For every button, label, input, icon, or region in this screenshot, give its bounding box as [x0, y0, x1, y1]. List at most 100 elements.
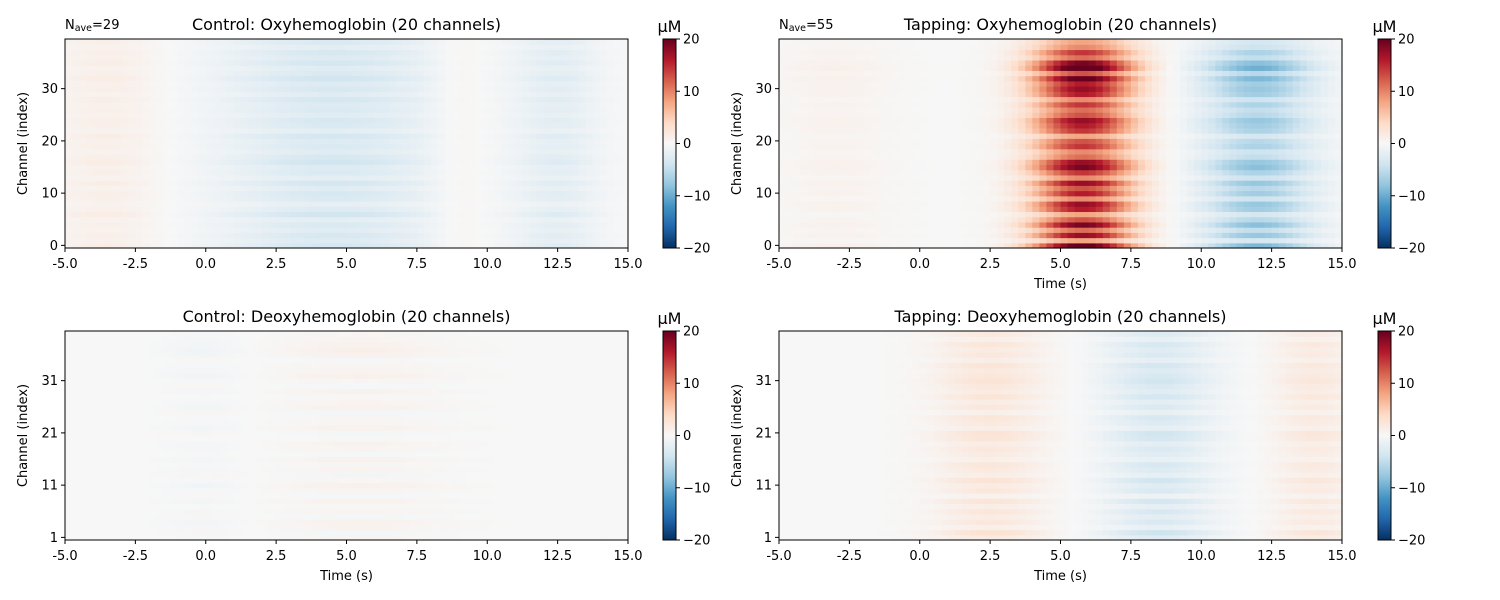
heatmap-cell — [550, 211, 559, 218]
heatmap-cell — [585, 211, 594, 218]
heatmap-cell — [487, 49, 495, 56]
heatmap-cell — [290, 221, 298, 228]
heatmap-cell — [430, 153, 439, 160]
heatmap-cell — [779, 200, 787, 207]
heatmap-cell — [494, 232, 502, 239]
heatmap-cell — [1060, 185, 1069, 192]
heatmap-cell — [940, 174, 949, 181]
heatmap-cell — [1123, 148, 1132, 155]
panel-2: -5.0 -2.5 0.0 2.5 5.0 7.5 10.0 12.5 15.00102030T… — [730, 15, 1425, 292]
heatmap-cell — [536, 143, 545, 150]
heatmap-cell — [430, 54, 439, 61]
heatmap-cell — [212, 127, 221, 134]
heatmap-cell — [339, 143, 348, 150]
heatmap-cell — [1095, 143, 1104, 150]
heatmap-cell — [1264, 242, 1273, 249]
heatmap-cell — [318, 138, 326, 145]
heatmap-cell — [487, 169, 495, 176]
heatmap-cell — [606, 232, 615, 239]
heatmap-cell — [304, 106, 312, 113]
heatmap-cell — [969, 143, 977, 150]
heatmap-cell — [1264, 216, 1273, 223]
heatmap-cell — [620, 70, 629, 77]
heatmap-cell — [543, 65, 552, 71]
heatmap-cell — [1327, 185, 1336, 192]
heatmap-cell — [997, 242, 1005, 249]
heatmap-cell — [93, 96, 101, 103]
heatmap-cell — [793, 211, 801, 218]
heatmap-cell — [571, 44, 580, 51]
heatmap-cell — [1257, 159, 1266, 165]
heatmap-cell — [961, 227, 970, 233]
heatmap-cell — [515, 133, 524, 139]
heatmap-cell — [1151, 148, 1160, 155]
heatmap-cell — [487, 96, 495, 103]
heatmap-cell — [332, 190, 341, 197]
heatmap-cell — [114, 54, 122, 61]
heatmap-cell — [592, 106, 601, 113]
heatmap-cell — [269, 174, 277, 181]
heatmap-cell — [1215, 242, 1223, 249]
heatmap-cell — [599, 70, 608, 77]
heatmap-cell — [501, 122, 509, 129]
heatmap-cell — [290, 127, 298, 134]
heatmap-cell — [1053, 227, 1062, 233]
heatmap-cell — [522, 200, 531, 207]
heatmap-cell — [919, 242, 928, 249]
heatmap-cell — [997, 185, 1005, 192]
heatmap-cell — [304, 153, 312, 160]
heatmap-cell — [606, 133, 615, 139]
heatmap-cell — [367, 49, 376, 56]
heatmap-cell — [395, 49, 404, 56]
heatmap-cell — [494, 91, 502, 98]
heatmap-cell — [163, 49, 172, 56]
heatmap-cell — [304, 80, 312, 87]
heatmap-cell — [969, 211, 977, 218]
heatmap-cell — [191, 206, 200, 213]
heatmap-cell — [339, 221, 348, 228]
heatmap-cell — [163, 70, 172, 77]
heatmap-cell — [374, 242, 383, 249]
heatmap-cell — [226, 44, 235, 51]
heatmap-cell — [487, 185, 495, 192]
heatmap-cell — [842, 206, 850, 213]
heatmap-cell — [891, 185, 900, 192]
heatmap-cell — [884, 227, 893, 233]
heatmap-cell — [1271, 242, 1280, 249]
heatmap-cell — [65, 75, 73, 82]
heatmap-cell — [423, 180, 432, 186]
heatmap-cell — [311, 54, 319, 61]
heatmap-cell — [1151, 133, 1160, 139]
heatmap-cell — [905, 138, 914, 145]
heatmap-cell — [501, 232, 509, 239]
heatmap-cell — [445, 143, 453, 150]
heatmap-cell — [262, 101, 270, 108]
heatmap-cell — [1187, 185, 1195, 192]
heatmap-cell — [65, 86, 73, 92]
heatmap-cell — [592, 164, 601, 171]
heatmap-cell — [557, 216, 566, 223]
heatmap-cell — [856, 206, 865, 213]
heatmap-cell — [346, 216, 355, 223]
heatmap-cell — [1208, 221, 1216, 228]
heatmap-cell — [564, 211, 573, 218]
heatmap-cell — [856, 200, 865, 207]
heatmap-cell — [919, 195, 928, 202]
heatmap-cell — [529, 86, 538, 92]
heatmap-cell — [163, 195, 172, 202]
heatmap-cell — [1011, 190, 1019, 197]
heatmap-cell — [283, 164, 291, 171]
heatmap-cell — [332, 49, 341, 56]
heatmap-cell — [402, 106, 411, 113]
heatmap-cell — [290, 216, 298, 223]
heatmap-cell — [445, 153, 453, 160]
heatmap-cell — [367, 80, 376, 87]
heatmap-cell — [452, 127, 460, 134]
heatmap-cell — [835, 148, 843, 155]
heatmap-cell — [961, 237, 970, 244]
heatmap-cell — [849, 237, 858, 244]
heatmap-cell — [93, 190, 101, 197]
heatmap-cell — [1320, 221, 1329, 228]
heatmap-cell — [990, 216, 998, 223]
heatmap-cell — [800, 153, 808, 160]
